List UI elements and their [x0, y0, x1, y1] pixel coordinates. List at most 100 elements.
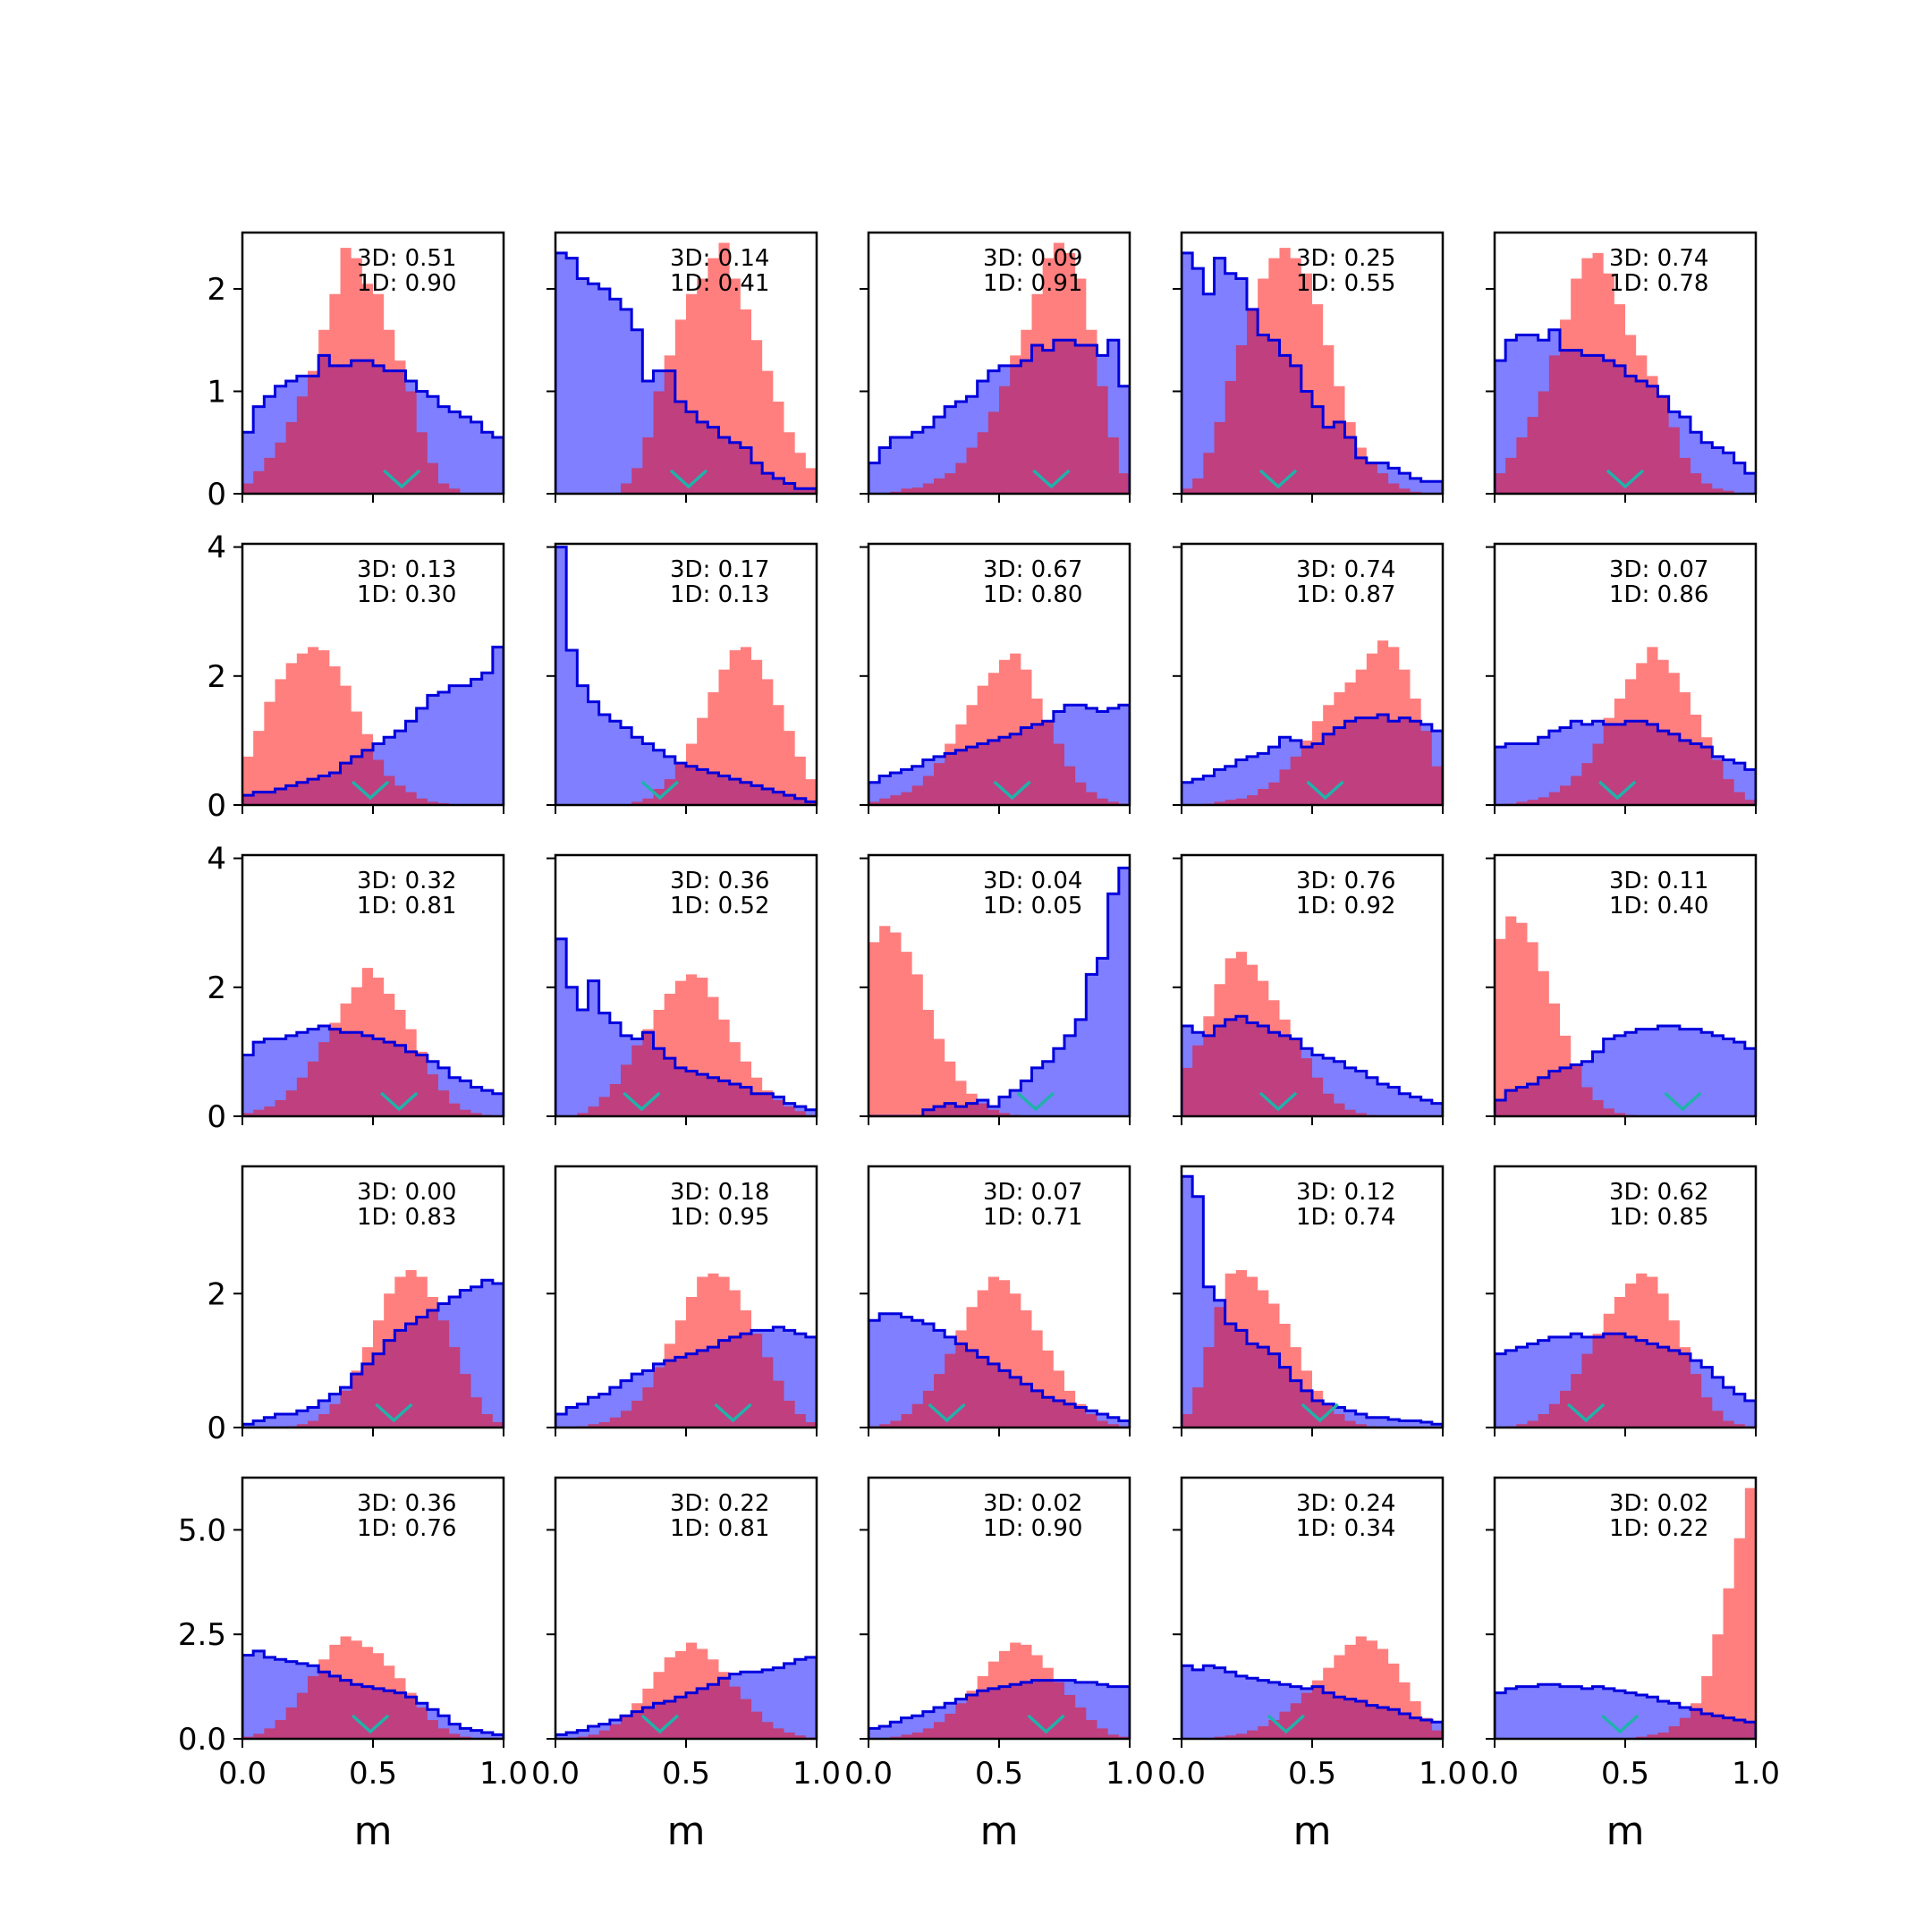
truth-marker: [714, 1402, 752, 1423]
plot-area: [555, 937, 817, 1116]
label-1d: 1D: 0.52: [670, 893, 769, 919]
truth-marker: [1258, 1091, 1298, 1112]
blue-histogram-outline: [869, 338, 1130, 494]
blue-histogram-outline: [869, 703, 1130, 805]
y-tick-label: 1: [207, 374, 226, 410]
y-tick-label: 2: [207, 970, 226, 1006]
truth-marker: [1306, 780, 1344, 801]
y-tick-label: 0: [207, 788, 226, 824]
blue-histogram-outline: [869, 1679, 1130, 1739]
x-axis-label: m: [354, 1809, 393, 1854]
truth-marker: [1606, 469, 1645, 489]
red-histogram-fill: [869, 1642, 1130, 1739]
red-histogram-fill: [1182, 640, 1443, 805]
label-1d: 1D: 0.22: [1609, 1515, 1708, 1542]
blue-histogram-outline: [555, 1326, 817, 1428]
blue-histogram-outline: [1182, 1664, 1443, 1739]
y-tick-label: 0: [207, 1411, 226, 1446]
red-histogram-fill: [1182, 952, 1443, 1116]
plot-area: [869, 653, 1130, 805]
label-3d: 3D: 0.76: [1296, 868, 1395, 894]
truth-marker: [1598, 780, 1637, 801]
label-1d: 1D: 0.05: [983, 893, 1082, 919]
label-1d: 1D: 0.80: [983, 581, 1082, 608]
label-3d: 3D: 0.22: [670, 1490, 769, 1517]
label-3d: 3D: 0.25: [1296, 245, 1395, 272]
x-tick-label: 1.0: [1106, 1756, 1154, 1792]
plot-area: [869, 1642, 1130, 1739]
plot-area: [1182, 640, 1443, 805]
label-3d: 3D: 0.18: [670, 1179, 769, 1206]
truth-marker: [382, 469, 421, 489]
label-1d: 1D: 0.86: [1609, 581, 1708, 608]
truth-marker: [1600, 1714, 1640, 1734]
label-1d: 1D: 0.34: [1296, 1515, 1395, 1542]
blue-histogram-outline: [555, 251, 817, 494]
blue-histogram-outline: [1182, 251, 1443, 494]
label-3d: 3D: 0.02: [983, 1490, 1082, 1517]
plot-area: [869, 866, 1130, 1116]
label-1d: 1D: 0.81: [357, 893, 456, 919]
truth-marker: [351, 1714, 390, 1734]
y-tick-label: 2: [207, 659, 226, 695]
label-1d: 1D: 0.74: [1296, 1204, 1395, 1231]
blue-histogram-outline: [1495, 1682, 1756, 1739]
red-histogram-fill: [242, 968, 504, 1116]
blue-histogram-outline: [1182, 1014, 1443, 1116]
plot-area: [242, 248, 504, 494]
blue-histogram-outline: [1182, 713, 1443, 805]
label-3d: 3D: 0.51: [357, 245, 456, 272]
x-tick-label: 0.5: [349, 1756, 397, 1792]
truth-marker: [928, 1402, 966, 1423]
label-3d: 3D: 0.36: [670, 868, 769, 894]
y-tick-label: 0.0: [178, 1722, 226, 1758]
red-histogram-fill: [555, 1642, 817, 1739]
label-1d: 1D: 0.55: [1296, 270, 1395, 297]
truth-marker: [1016, 1091, 1055, 1112]
label-1d: 1D: 0.30: [357, 581, 456, 608]
label-3d: 3D: 0.24: [1296, 1490, 1395, 1517]
label-1d: 1D: 0.83: [357, 1204, 456, 1231]
x-tick-label: 1.0: [479, 1756, 528, 1792]
label-1d: 1D: 0.91: [983, 270, 1082, 297]
label-1d: 1D: 0.71: [983, 1204, 1082, 1231]
red-histogram-fill: [869, 926, 1130, 1116]
truth-marker: [1267, 1714, 1305, 1734]
x-axis-label: m: [667, 1809, 706, 1854]
blue-histogram-outline: [1182, 1174, 1443, 1428]
plot-area: [1182, 952, 1443, 1116]
y-tick-label: 5.0: [178, 1513, 226, 1548]
label-3d: 3D: 0.11: [1609, 868, 1708, 894]
y-tick-label: 4: [207, 530, 226, 566]
label-3d: 3D: 0.00: [357, 1179, 456, 1206]
plot-area: [1182, 1636, 1443, 1739]
red-histogram-fill: [555, 647, 817, 805]
red-histogram-fill: [555, 974, 817, 1116]
y-tick-label: 0: [207, 1099, 226, 1135]
x-axis-label: m: [1606, 1809, 1645, 1854]
label-1d: 1D: 0.87: [1296, 581, 1395, 608]
plot-area: [1495, 252, 1756, 494]
truth-marker: [1301, 1402, 1339, 1423]
label-1d: 1D: 0.95: [670, 1204, 769, 1231]
plot-area: [242, 968, 504, 1116]
x-axis-label: m: [980, 1809, 1019, 1854]
blue-histogram-outline: [869, 1312, 1130, 1428]
plot-area: [555, 242, 817, 494]
label-3d: 3D: 0.12: [1296, 1179, 1395, 1206]
label-3d: 3D: 0.04: [983, 868, 1082, 894]
y-tick-label: 2: [207, 272, 226, 308]
truth-marker: [1567, 1402, 1606, 1423]
red-histogram-fill: [1495, 1273, 1756, 1428]
plot-area: [1495, 1487, 1756, 1739]
y-tick-label: 2.5: [178, 1617, 226, 1653]
